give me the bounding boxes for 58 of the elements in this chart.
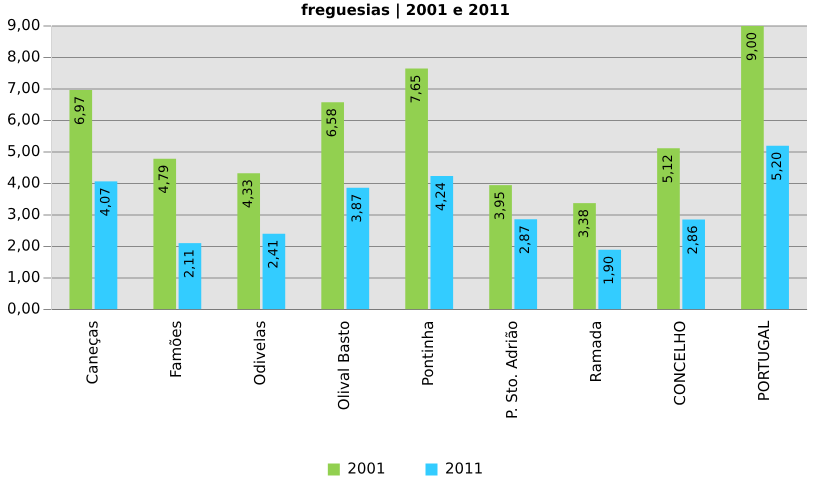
y-tick-label: 6,00: [6, 110, 40, 128]
y-tick-label: 2,00: [6, 236, 40, 255]
data-label: 2,87: [518, 225, 534, 254]
y-tick-label: 3,00: [6, 205, 40, 224]
bar: [514, 219, 538, 310]
data-label: 3,38: [576, 209, 592, 238]
bar: [405, 68, 428, 310]
data-label: 4,24: [434, 182, 450, 211]
data-label: 5,12: [660, 154, 676, 184]
legend-label: 2011: [445, 459, 484, 478]
data-label: 4,33: [241, 179, 256, 208]
data-label: 6,97: [73, 96, 88, 125]
bar: [682, 220, 705, 310]
y-tick-label: 9,00: [6, 16, 40, 34]
bar: [573, 203, 596, 310]
bar: [237, 173, 260, 310]
y-tick-label: 8,00: [6, 47, 40, 66]
data-label: 5,20: [770, 152, 785, 181]
data-label: 7,65: [408, 74, 424, 104]
bar: [69, 90, 92, 310]
x-tick-label: Famões: [167, 320, 186, 378]
data-label: 4,79: [157, 164, 172, 194]
data-label: 2,11: [182, 249, 198, 278]
bar: [153, 158, 176, 310]
data-label: 3,95: [492, 191, 508, 220]
y-tick-label: 7,00: [6, 78, 40, 97]
x-tick-label: P. Sto. Adrião: [503, 320, 522, 420]
bar: [657, 148, 680, 310]
x-tick-label: PORTUGAL: [754, 320, 773, 402]
x-tick-label: Olival Basto: [335, 320, 354, 410]
data-label: 4,07: [98, 187, 114, 216]
y-tick-label: 4,00: [6, 173, 40, 192]
legend-label: 2001: [347, 459, 386, 478]
bar: [178, 243, 202, 310]
x-tick-label: Pontinha: [419, 320, 438, 386]
data-label: 6,58: [325, 108, 340, 138]
bar: [741, 26, 764, 310]
data-label: 1,90: [602, 256, 618, 285]
bar: [766, 146, 789, 310]
bar: [598, 250, 622, 310]
x-tick-label: CONCELHO: [670, 320, 689, 406]
bar: [489, 185, 512, 310]
data-label: 2,86: [686, 226, 702, 254]
x-tick-label: Caneças: [83, 320, 102, 384]
bar: [94, 181, 118, 310]
x-tick-label: Ramada: [587, 320, 605, 382]
x-tick-label: Odivelas: [251, 320, 270, 386]
data-label: 3,87: [350, 194, 366, 223]
bar: [321, 102, 344, 310]
bar: [430, 176, 454, 310]
data-label: 2,41: [266, 240, 282, 269]
y-tick-label: 1,00: [6, 268, 40, 286]
y-tick-label: 5,00: [6, 142, 40, 160]
y-tick-label: 0,00: [6, 300, 40, 318]
bar: [346, 188, 370, 310]
bar: [262, 234, 286, 310]
data-label: 9,00: [744, 32, 760, 61]
chart-title: freguesias | 2001 e 2011: [301, 0, 510, 19]
